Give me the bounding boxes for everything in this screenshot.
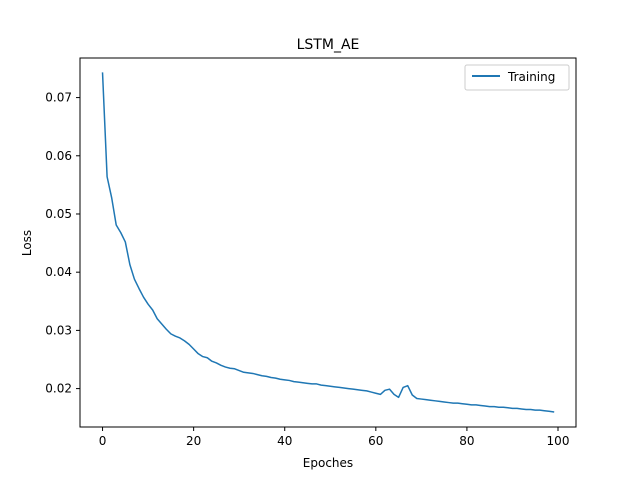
x-tick-label: 80 bbox=[459, 434, 474, 448]
y-tick-label: 0.02 bbox=[45, 382, 72, 396]
y-tick-label: 0.03 bbox=[45, 323, 72, 337]
plot-area bbox=[101, 72, 555, 413]
x-tick-label: 20 bbox=[186, 434, 201, 448]
legend: Training bbox=[464, 64, 570, 91]
x-tick-label: 40 bbox=[277, 434, 292, 448]
y-tick-label: 0.06 bbox=[45, 149, 72, 163]
x-tick-label: 60 bbox=[368, 434, 383, 448]
y-tick-label: 0.04 bbox=[45, 265, 72, 279]
legend-box bbox=[464, 64, 570, 91]
y-tick-label: 0.07 bbox=[45, 91, 72, 105]
legend-label-training: Training bbox=[507, 70, 555, 84]
y-tick-label: 0.05 bbox=[45, 207, 72, 221]
plot-frame bbox=[79, 57, 577, 428]
x-axis-label: Epoches bbox=[303, 456, 353, 470]
x-axis: 0 20 40 60 80 100 bbox=[99, 427, 570, 448]
y-axis: 0.02 0.03 0.04 0.05 0.06 0.07 bbox=[45, 91, 80, 396]
series-line-training bbox=[101, 72, 555, 413]
x-tick-label: 100 bbox=[547, 434, 570, 448]
chart-title: LSTM_AE bbox=[297, 37, 360, 53]
x-tick-label: 0 bbox=[99, 434, 107, 448]
y-axis-label: Loss bbox=[20, 230, 34, 256]
